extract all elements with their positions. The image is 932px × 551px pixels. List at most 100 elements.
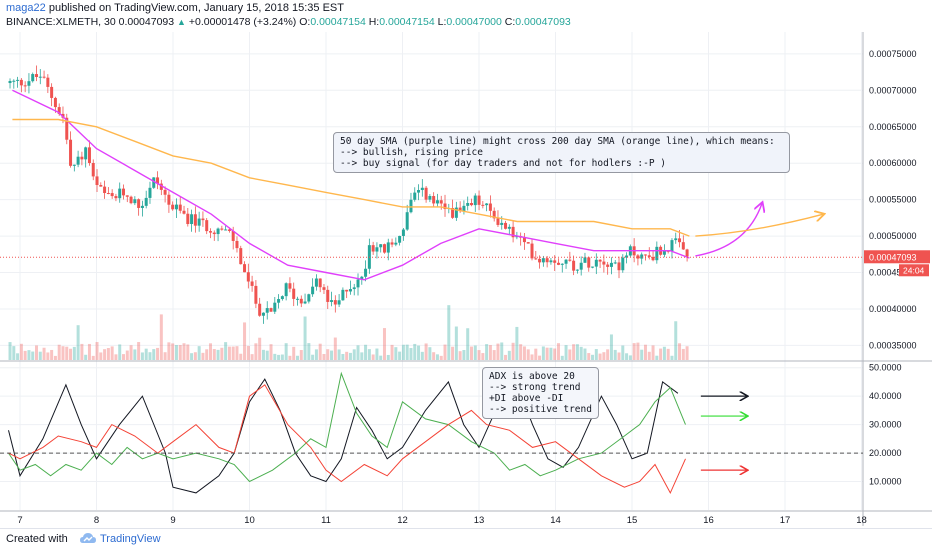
candle-body xyxy=(178,204,182,211)
candle-body xyxy=(568,259,572,261)
volume-bar xyxy=(481,353,485,360)
candle-body xyxy=(379,244,383,248)
open-value: 0.00047154 xyxy=(310,16,366,28)
candle-body xyxy=(35,74,39,77)
volume-bar xyxy=(500,342,504,360)
volume-bar xyxy=(193,352,197,360)
candle-body xyxy=(651,256,655,261)
price-tick-label: 0.00060000 xyxy=(869,158,917,168)
high-label: H: xyxy=(368,16,380,28)
volume-bar xyxy=(265,350,269,360)
volume-bar xyxy=(454,326,458,360)
candle-body xyxy=(386,242,390,253)
volume-bar xyxy=(447,305,451,360)
candle-body xyxy=(76,156,80,165)
sma200-line xyxy=(12,118,690,237)
candle-body xyxy=(129,196,133,204)
volume-bar xyxy=(345,351,349,360)
last-price: 0.00047093 xyxy=(118,16,175,28)
volume-bar xyxy=(12,346,16,360)
indicator-tick-label: 20.0000 xyxy=(869,448,902,458)
time-tick-label: 8 xyxy=(94,515,99,526)
candle-body xyxy=(496,218,500,225)
candle-body xyxy=(609,262,613,267)
volume-bar xyxy=(647,351,651,360)
candle-body xyxy=(435,200,439,204)
volume-bar xyxy=(511,342,515,360)
volume-bar xyxy=(666,348,670,360)
candle-body xyxy=(451,208,455,218)
volume-bar xyxy=(685,346,689,360)
tradingview-brand[interactable]: TradingView xyxy=(100,533,161,545)
candle-body xyxy=(246,272,250,282)
price-tick-label: 0.00040000 xyxy=(869,304,917,314)
candle-body xyxy=(114,196,118,199)
volume-bar xyxy=(643,344,647,360)
candle-body xyxy=(118,188,122,199)
candle-body xyxy=(167,194,171,205)
volume-bar xyxy=(178,345,182,360)
volume-bar xyxy=(681,348,685,360)
volume-bar xyxy=(413,343,417,360)
volume-bar xyxy=(148,352,152,360)
volume-bar xyxy=(103,349,107,360)
volume-bar xyxy=(488,345,492,360)
volume-bar xyxy=(522,346,526,360)
last-price-badge-text: 0.00047093 xyxy=(869,252,917,262)
time-tick-label: 14 xyxy=(550,515,561,526)
volume-bar xyxy=(35,345,39,360)
candle-body xyxy=(469,203,473,206)
volume-bar xyxy=(129,345,133,360)
volume-bar xyxy=(451,346,455,360)
volume-bar xyxy=(65,346,69,360)
published-text: published on TradingView.com, January 15… xyxy=(48,2,344,14)
volume-bar xyxy=(538,355,542,360)
volume-bar xyxy=(277,354,281,360)
candle-body xyxy=(647,255,651,257)
tradingview-cloud-icon xyxy=(80,533,96,543)
candle-body xyxy=(23,85,27,87)
candle-body xyxy=(530,243,534,259)
volume-bar xyxy=(284,343,288,360)
volume-bar xyxy=(572,344,576,360)
volume-bar xyxy=(114,354,118,360)
volume-bar xyxy=(602,352,606,360)
author-link[interactable]: maga22 xyxy=(6,2,46,14)
candle-body xyxy=(348,289,352,292)
volume-bar xyxy=(409,348,413,360)
candle-body xyxy=(205,220,209,232)
candle-body xyxy=(250,281,254,286)
candle-body xyxy=(31,74,35,82)
volume-bar xyxy=(530,354,534,360)
volume-bar xyxy=(163,352,167,360)
time-tick-label: 13 xyxy=(474,515,485,526)
volume-bar xyxy=(549,347,553,360)
volume-bar xyxy=(314,349,318,360)
candle-body xyxy=(390,242,394,245)
candle-body xyxy=(224,229,228,231)
candle-body xyxy=(549,260,553,263)
volume-bar xyxy=(420,351,424,360)
volume-bar xyxy=(651,345,655,360)
candle-body xyxy=(685,249,689,257)
volume-bar xyxy=(625,353,629,360)
ohlc-line: BINANCE:XLMETH, 30 0.00047093 ▲ +0.00001… xyxy=(6,16,571,28)
close-value: 0.00047093 xyxy=(515,16,571,28)
volume-bars xyxy=(8,305,689,360)
candle-body xyxy=(216,228,220,235)
volume-bar xyxy=(655,355,659,360)
volume-bar xyxy=(545,347,549,360)
price-tick-label: 0.00070000 xyxy=(869,85,917,95)
chart-header: maga22 published on TradingView.com, Jan… xyxy=(0,0,932,30)
plus-di-line xyxy=(8,371,686,483)
candle-body xyxy=(511,226,515,238)
volume-bar xyxy=(485,344,489,360)
candle-body xyxy=(591,266,595,268)
volume-bar xyxy=(674,321,678,360)
volume-bar xyxy=(640,349,644,360)
candle-body xyxy=(670,240,674,252)
candle-body xyxy=(103,186,107,194)
time-tick-label: 10 xyxy=(244,515,255,526)
candle-body xyxy=(273,302,277,312)
volume-bar xyxy=(299,350,303,360)
